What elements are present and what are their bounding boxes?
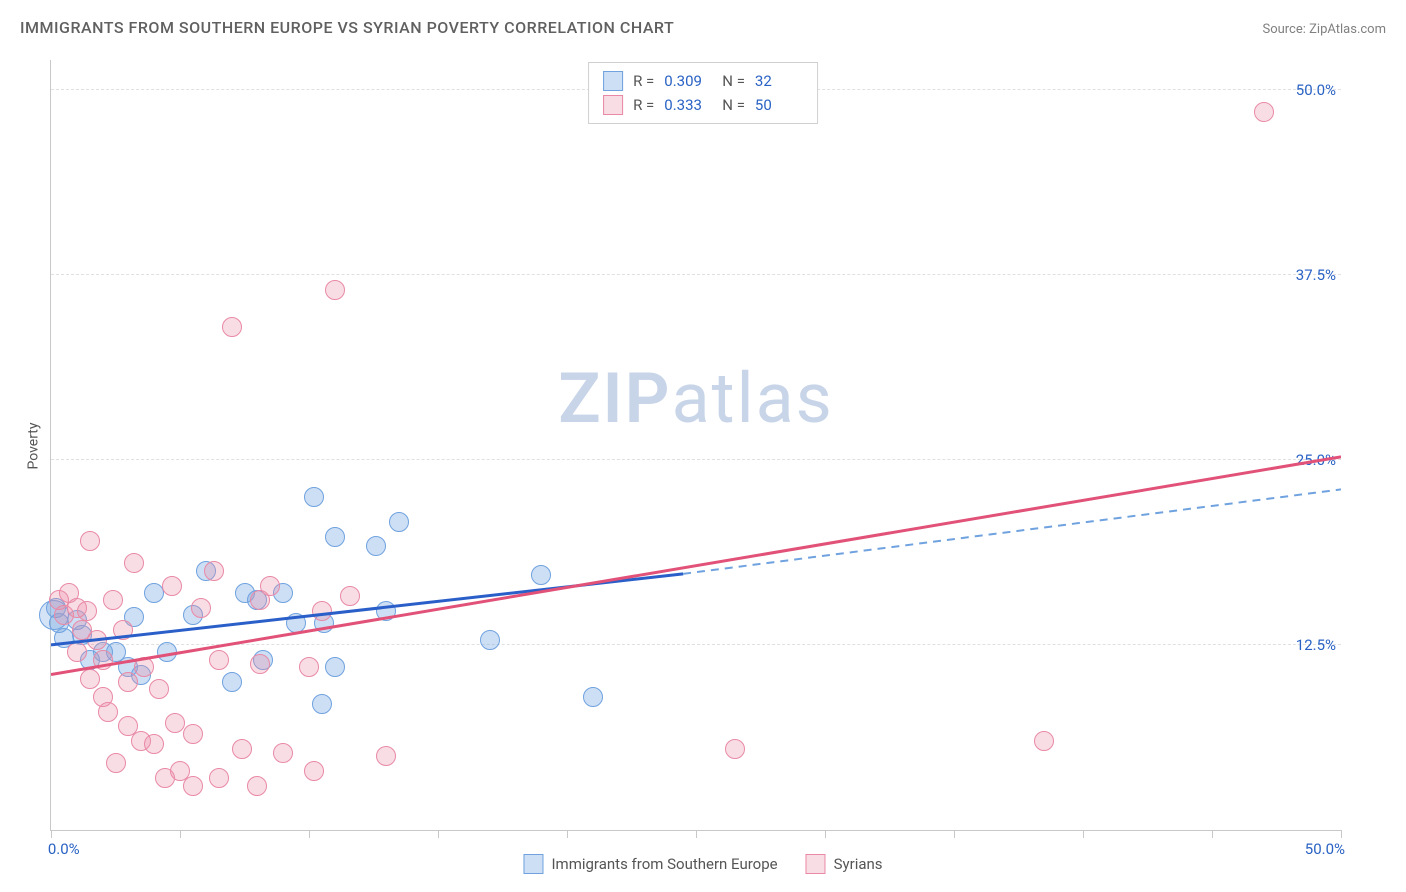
legend-n-label: N =: [722, 93, 745, 117]
legend-n-label: N =: [722, 69, 745, 93]
legend-swatch: [806, 854, 826, 874]
chart-plot-area: ZIPatlas 12.5%25.0%37.5%50.0%0.0%50.0%: [50, 60, 1341, 831]
legend-stats-row: R = 0.309 N = 32: [603, 69, 803, 93]
x-tick-label: 0.0%: [48, 840, 80, 858]
legend-r-value: 0.333: [664, 93, 712, 117]
x-tick: [180, 830, 181, 838]
legend-n-value: 50: [755, 93, 803, 117]
x-tick: [438, 830, 439, 838]
x-tick: [1212, 830, 1213, 838]
y-axis-label: Poverty: [26, 422, 42, 469]
legend-r-value: 0.309: [664, 69, 712, 93]
legend-stats: R = 0.309 N = 32 R = 0.333 N = 50: [588, 62, 818, 124]
x-tick: [1341, 830, 1342, 838]
legend-series-entry: Syrians: [806, 854, 883, 874]
trend-line: [683, 489, 1341, 573]
source-label: Source: ZipAtlas.com: [1262, 22, 1386, 37]
legend-r-label: R =: [633, 69, 654, 93]
trend-line: [51, 457, 1341, 675]
x-tick: [825, 830, 826, 838]
legend-series: Immigrants from Southern Europe Syrians: [523, 854, 882, 874]
x-tick: [696, 830, 697, 838]
legend-series-entry: Immigrants from Southern Europe: [523, 854, 777, 874]
legend-r-label: R =: [633, 93, 654, 117]
legend-swatch: [603, 71, 623, 91]
chart-title: IMMIGRANTS FROM SOUTHERN EUROPE VS SYRIA…: [20, 18, 674, 37]
x-tick: [954, 830, 955, 838]
legend-series-label: Immigrants from Southern Europe: [551, 855, 777, 873]
x-tick: [1083, 830, 1084, 838]
legend-n-value: 32: [755, 69, 803, 93]
trend-overlay: [51, 60, 1341, 830]
x-tick: [567, 830, 568, 838]
x-tick: [51, 830, 52, 838]
x-tick-label: 50.0%: [1305, 840, 1345, 858]
legend-swatch: [603, 95, 623, 115]
legend-series-label: Syrians: [834, 855, 883, 873]
legend-stats-row: R = 0.333 N = 50: [603, 93, 803, 117]
legend-swatch: [523, 854, 543, 874]
x-tick: [309, 830, 310, 838]
